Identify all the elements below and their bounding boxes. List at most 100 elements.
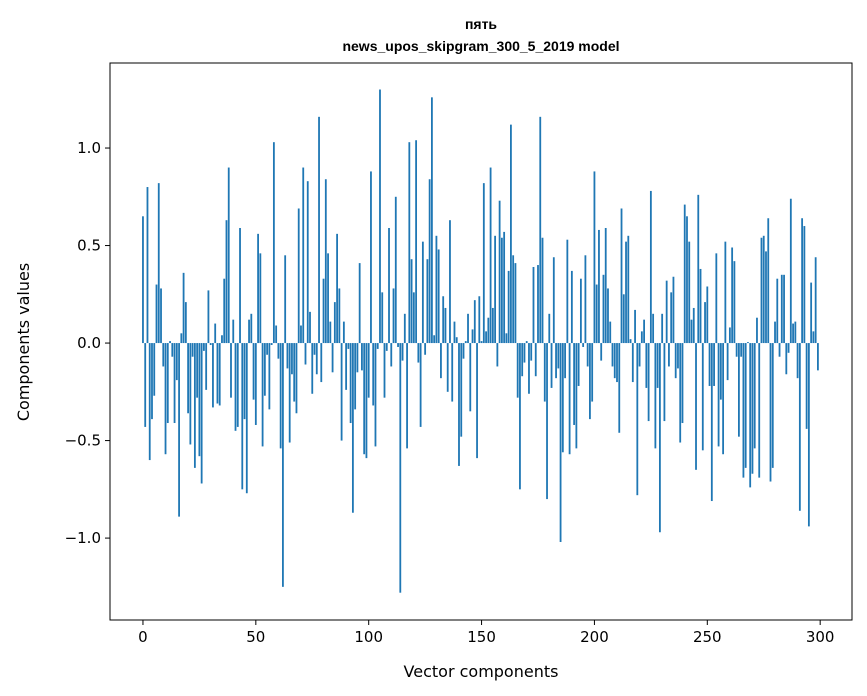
bar-106: [381, 292, 384, 344]
bar-181: [550, 343, 553, 388]
bar-178: [543, 343, 546, 402]
bar-102: [372, 343, 375, 406]
bar-65: [288, 343, 291, 443]
bar-9: [162, 343, 165, 367]
x-tick-label: 250: [693, 628, 722, 646]
bar-94: [354, 343, 357, 410]
bar-63: [284, 255, 287, 344]
bar-143: [464, 341, 467, 344]
bar-60: [277, 343, 280, 359]
bar-47: [248, 319, 250, 344]
bar-42: [236, 343, 239, 427]
bar-35: [221, 335, 223, 344]
bar-25: [198, 343, 201, 457]
bar-77: [315, 343, 318, 375]
chart-title-line2: news_upos_skipgram_300_5_2019 model: [342, 38, 619, 54]
y-axis: −1.0 −0.5 0.0 0.5 1.0: [65, 139, 110, 547]
bar-122: [417, 343, 420, 363]
bar-184: [557, 343, 560, 369]
bar-194: [579, 278, 582, 344]
bar-76: [313, 343, 316, 355]
bar-131: [437, 249, 440, 344]
bar-68: [295, 343, 298, 414]
y-tick-label: 0.0: [77, 334, 101, 352]
bar-142: [462, 343, 465, 359]
bar-274: [760, 237, 763, 344]
bar-277: [767, 218, 770, 344]
bar-196: [584, 255, 587, 344]
bar-210: [616, 343, 618, 383]
bar-92: [349, 343, 352, 424]
bar-130: [435, 235, 438, 344]
bar-45: [243, 343, 246, 420]
bar-247: [699, 268, 702, 344]
bar-18: [182, 272, 185, 344]
bar-46: [245, 343, 248, 494]
bar-80: [322, 278, 325, 344]
bar-118: [408, 142, 411, 344]
bar-78: [318, 116, 320, 344]
bar-270: [751, 343, 754, 474]
bar-137: [451, 343, 454, 402]
bar-287: [789, 198, 792, 344]
bar-203: [600, 343, 603, 361]
bar-3: [148, 343, 151, 461]
bar-98: [363, 343, 366, 455]
bar-7: [157, 183, 160, 344]
bar-167: [519, 343, 521, 490]
bar-296: [810, 282, 813, 344]
bar-96: [358, 263, 361, 344]
bar-81: [324, 179, 327, 344]
bar-223: [645, 343, 648, 388]
bar-261: [731, 247, 734, 344]
bar-5: [153, 343, 156, 396]
bar-164: [512, 255, 515, 344]
bar-214: [625, 241, 627, 344]
bar-188: [566, 239, 569, 344]
bar-240: [683, 204, 686, 344]
bar-243: [690, 319, 693, 344]
bar-14: [173, 343, 176, 424]
bar-227: [654, 343, 657, 449]
bar-213: [622, 294, 625, 344]
bar-285: [785, 343, 788, 375]
bar-150: [480, 341, 483, 344]
bar-224: [647, 343, 650, 422]
bar-291: [798, 343, 801, 511]
bar-170: [525, 341, 528, 344]
bar-2: [146, 187, 149, 344]
bar-19: [184, 302, 187, 344]
bar-58: [272, 142, 275, 344]
bar-54: [263, 343, 266, 396]
bar-4: [151, 343, 153, 420]
bar-244: [692, 307, 695, 344]
bar-202: [598, 229, 600, 344]
bar-64: [286, 343, 289, 369]
axes-frame: [109, 62, 853, 621]
bar-101: [370, 171, 372, 344]
bar-21: [189, 343, 192, 445]
bar-79: [320, 343, 323, 383]
bar-220: [638, 343, 641, 367]
bar-299: [817, 343, 819, 371]
bar-197: [586, 343, 589, 367]
bar-295: [807, 343, 810, 527]
bar-257: [722, 343, 725, 455]
bar-126: [426, 259, 429, 344]
bar-177: [541, 237, 544, 344]
bar-27: [203, 343, 205, 351]
bar-226: [652, 313, 655, 344]
bar-153: [487, 317, 490, 344]
bar-174: [534, 343, 537, 377]
bar-97: [361, 343, 363, 371]
bar-159: [500, 237, 503, 344]
bar-229: [658, 343, 661, 533]
y-tick-label: 1.0: [77, 139, 101, 157]
x-tick-label: 300: [806, 628, 835, 646]
bar-294: [805, 343, 808, 429]
bar-99: [365, 343, 368, 459]
bar-155: [491, 307, 494, 344]
bar-12: [169, 341, 171, 344]
bar-190: [570, 270, 573, 344]
bar-132: [440, 343, 442, 379]
